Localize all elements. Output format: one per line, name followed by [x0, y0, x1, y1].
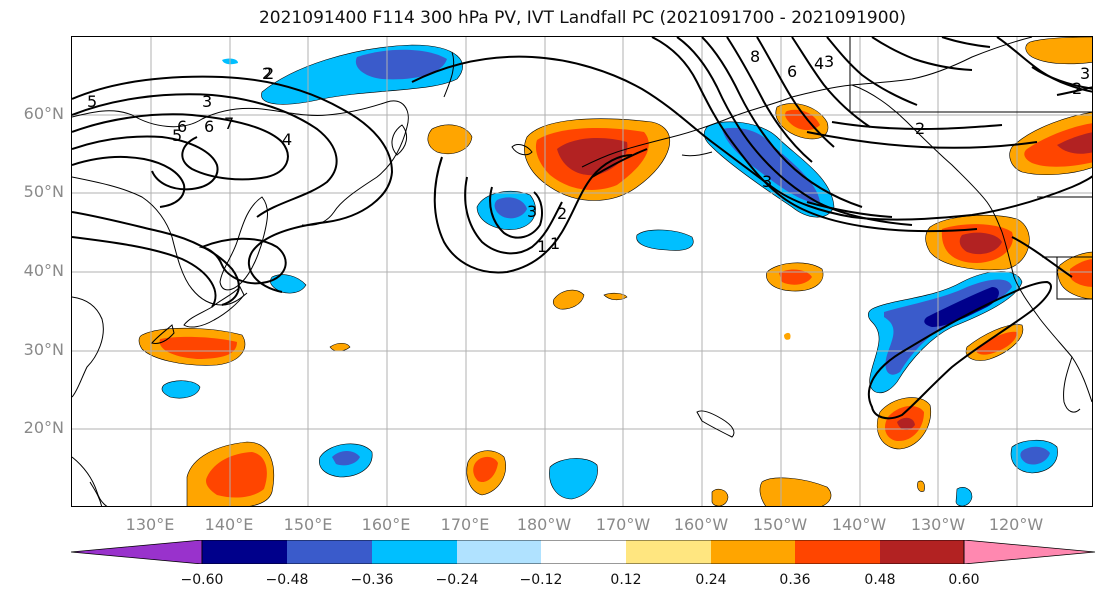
colorbar-tick: 0.48 [864, 572, 896, 588]
contour-label: 3 [527, 202, 537, 221]
contour-label: 5 [87, 92, 97, 111]
ivt-positive-region [473, 456, 498, 483]
contour-label: 1 [537, 237, 547, 256]
colorbar-tick: 0.12 [610, 572, 642, 588]
colorbar-extend-high [963, 540, 1096, 564]
ivt-positive-region [159, 336, 237, 359]
lon-label-120w: 120°W [988, 515, 1044, 534]
lon-label-160e: 160°E [361, 515, 411, 534]
ivt-shading [138, 37, 1092, 506]
colorbar-tick: −0.60 [180, 572, 224, 588]
ivt-negative-region [722, 127, 820, 203]
ivt-positive-region [1025, 37, 1092, 65]
colorbar-bin [372, 540, 457, 564]
contour-label: 7 [224, 114, 234, 133]
contour-label: 2 [262, 64, 272, 83]
colorbar-tick: 0.24 [695, 572, 727, 588]
contour-label: 2 [264, 64, 274, 83]
ivt-positive-region [427, 124, 473, 155]
contour-label: 4 [814, 54, 824, 73]
ivt-negative-region [494, 197, 527, 219]
ivt-positive-region [603, 292, 628, 301]
contour-label: 3 [1080, 64, 1090, 83]
colorbar-bin [880, 540, 964, 564]
map-canvas: 5 3 2 6 7 4 3 2 1 5 8 6 4 3 2 3 2 1 2 3 … [72, 37, 1092, 506]
contour-label: 2 [1072, 79, 1082, 98]
contour-label: 4 [282, 130, 292, 149]
contour-label: 8 [750, 47, 760, 66]
lon-label-160w: 160°W [673, 515, 729, 534]
colorbar-bin [795, 540, 880, 564]
colorbar-extend-low [71, 540, 203, 564]
contour-label: 2 [557, 204, 567, 223]
ivt-positive-region [897, 417, 915, 430]
contour-label: 1 [550, 234, 560, 253]
ivt-negative-region [955, 487, 973, 506]
ivt-positive-region [552, 289, 585, 310]
lon-label-150w: 150°W [752, 515, 808, 534]
lon-label-140w: 140°W [831, 515, 887, 534]
lat-label-30n: 30°N [23, 340, 64, 359]
contour-label: 2 [915, 119, 925, 138]
ivt-negative-region [636, 229, 694, 251]
lon-label-130e: 130°E [125, 515, 175, 534]
ivt-positive-region [206, 452, 267, 498]
ivt-negative-region [1020, 446, 1050, 465]
colorbar-tick: −0.24 [435, 572, 479, 588]
colorbar-tick: −0.48 [265, 572, 309, 588]
ivt-positive-region [711, 488, 729, 506]
contour-label: 3 [762, 172, 772, 191]
colorbar-bin [711, 540, 795, 564]
colorbar-bin [626, 540, 711, 564]
lon-label-130w: 130°W [910, 515, 966, 534]
map-panel: 5 3 2 6 7 4 3 2 1 5 8 6 4 3 2 3 2 1 2 3 … [71, 36, 1093, 507]
ivt-negative-region [549, 458, 598, 500]
lat-label-60n: 60°N [23, 104, 64, 123]
graticule [72, 37, 1092, 506]
colorbar-bin [287, 540, 372, 564]
contour-labels: 5 3 2 6 7 4 3 2 1 5 8 6 4 3 2 3 2 1 2 3 … [87, 47, 1090, 256]
pv-contours [72, 37, 1092, 420]
ivt-positive-region [959, 232, 1002, 255]
ivt-negative-region [924, 287, 999, 327]
contour-label: 3 [824, 52, 834, 71]
figure-title: 2021091400 F114 300 hPa PV, IVT Landfall… [258, 8, 906, 28]
colorbar-tick: 0.60 [948, 572, 980, 588]
lat-label-20n: 20°N [23, 418, 64, 437]
ivt-negative-region [161, 380, 201, 399]
ivt-negative-region [270, 274, 307, 294]
ivt-negative-region [355, 49, 447, 80]
lon-label-180w: 180°W [516, 515, 572, 534]
ivt-positive-region [759, 477, 832, 506]
contour-label: 5 [172, 126, 182, 145]
lat-label-50n: 50°N [23, 182, 64, 201]
ivt-negative-region [332, 451, 360, 466]
colorbar-tick: −0.36 [350, 572, 394, 588]
contour-label: 6 [787, 62, 797, 81]
colorbar-bin [457, 540, 541, 564]
ivt-positive-region [1070, 259, 1092, 287]
ivt-positive-region [784, 332, 791, 340]
contour-label: 3 [202, 92, 212, 111]
ivt-positive-region [779, 269, 812, 285]
colorbar [71, 540, 1096, 564]
lon-label-170e: 170°E [440, 515, 490, 534]
ivt-positive-region [976, 331, 1017, 355]
colorbar-bin [202, 540, 287, 564]
ivt-positive-region [1057, 132, 1092, 154]
lon-label-170w: 170°W [595, 515, 651, 534]
colorbar-tick: 0.36 [779, 572, 811, 588]
lon-label-150e: 150°E [283, 515, 333, 534]
contour-label: 6 [204, 117, 214, 136]
lat-label-40n: 40°N [23, 261, 64, 280]
ivt-positive-region [329, 342, 351, 352]
colorbar-tick: −0.12 [519, 572, 563, 588]
contour-label: 6 [177, 117, 187, 136]
colorbar-bin [541, 540, 626, 564]
lon-label-140e: 140°E [204, 515, 254, 534]
ivt-positive-region [917, 480, 925, 492]
